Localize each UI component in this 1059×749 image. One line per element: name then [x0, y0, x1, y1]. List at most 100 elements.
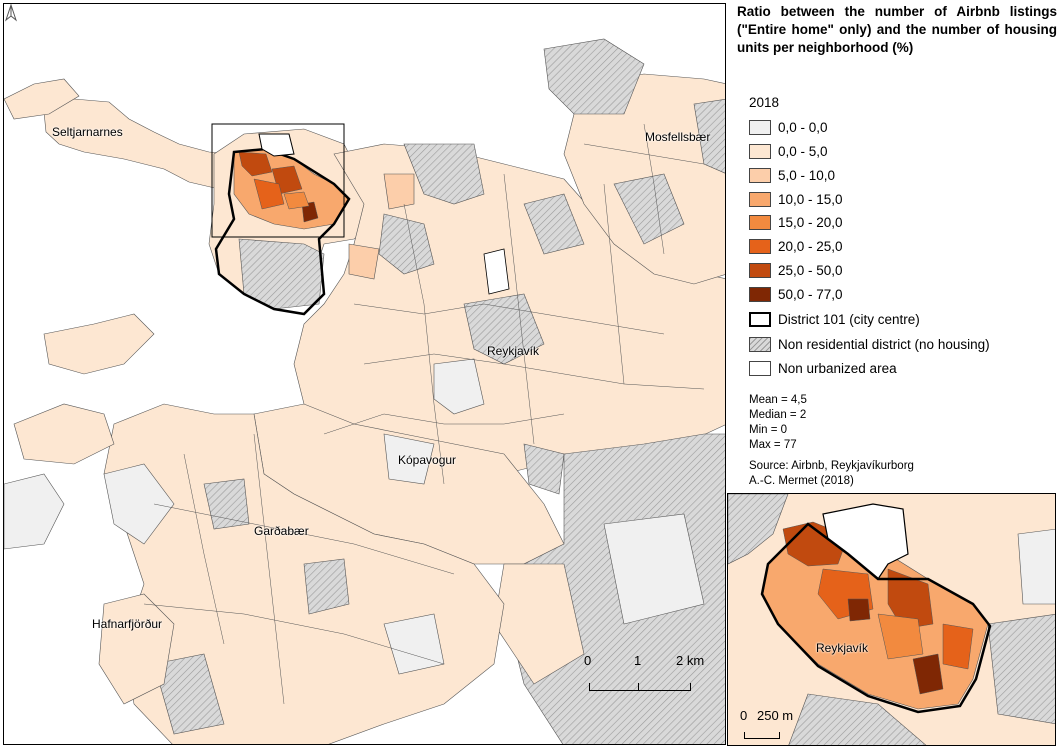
legend-class-label: 5,0 - 10,0	[778, 167, 836, 183]
legend-swatch-hatch	[749, 336, 771, 352]
zero-se-1	[603, 513, 705, 625]
nonres-ne-4	[693, 98, 725, 174]
scale-tick-1: 1	[634, 653, 642, 668]
inset-hot-3	[912, 653, 944, 695]
scale-tick-0: 0	[584, 653, 592, 668]
district-101-outline	[214, 147, 351, 316]
source-line-1: Source: Airbnb, Reykjavíkurborg	[749, 460, 914, 472]
legend-class-3: 10,0 - 15,0	[749, 190, 843, 208]
legend-class-4: 15,0 - 20,0	[749, 213, 843, 231]
legend-class-label: 15,0 - 20,0	[778, 214, 843, 230]
inset-locator-box	[211, 123, 345, 238]
zero-central-1	[433, 358, 485, 415]
inset-mid-2	[877, 613, 924, 660]
zero-kopavogur-1	[383, 433, 435, 485]
land-seltjarnarnes-tip	[4, 78, 80, 120]
legend-swatch-nonurban	[749, 360, 771, 376]
harbour	[258, 133, 295, 157]
legend-swatch-0	[749, 119, 771, 135]
inset-canvas	[728, 494, 1055, 745]
legend-class-6: 25,0 - 50,0	[749, 261, 843, 279]
legend-class-label: 10,0 - 15,0	[778, 191, 843, 207]
scale-bar: 0 1 2 km	[581, 653, 721, 693]
land-headland-2	[13, 403, 115, 465]
legend-nonurban: Non urbanized area	[749, 359, 897, 377]
legend-nonres-label: Non residential district (no housing)	[778, 336, 990, 352]
land-headland-1	[43, 313, 155, 375]
inset-scale-bar: 0 250 m	[736, 708, 816, 742]
legend-class-label: 0,0 - 5,0	[778, 143, 828, 159]
stat-max: Max = 77	[749, 439, 797, 451]
zero-sw-1	[103, 463, 175, 545]
legend-swatch-6	[749, 262, 771, 278]
inset-map[interactable]: Reykjavík 0 250 m	[727, 493, 1056, 746]
legend-class-label: 0,0 - 0,0	[778, 119, 828, 135]
label-mosfellsbaer: Mosfellsbær	[645, 130, 711, 144]
district-101-hot3	[301, 201, 319, 223]
nonres-central-1	[403, 143, 485, 205]
mid-central-1	[383, 173, 415, 210]
stat-mean: Mean = 4,5	[749, 394, 807, 406]
scale-mid-tick	[638, 683, 639, 690]
legend-swatch-7	[749, 286, 771, 302]
legend-class-1: 0,0 - 5,0	[749, 142, 828, 160]
inset-scale-tick-1: 250 m	[757, 708, 794, 723]
map-canvas	[4, 38, 725, 744]
district-101-mid	[253, 178, 285, 210]
label-kopavogur: Kópavogur	[398, 453, 457, 467]
legend-nonurban-label: Non urbanized area	[778, 360, 897, 376]
nonres-sw-2	[303, 558, 350, 615]
nonres-ne-3	[523, 193, 585, 255]
district-101-mid2	[283, 191, 310, 210]
inset-mid-4	[942, 623, 974, 670]
source-line-2: A.-C. Mermet (2018)	[749, 475, 854, 487]
legend-class-2: 5,0 - 10,0	[749, 166, 835, 184]
legend-class-0: 0,0 - 0,0	[749, 118, 828, 136]
legend-class-label: 25,0 - 50,0	[778, 262, 843, 278]
legend-swatch-3	[749, 191, 771, 207]
legend-class-7: 50,0 - 77,0	[749, 285, 843, 303]
stat-min: Min = 0	[749, 424, 788, 436]
legend-swatch-1	[749, 143, 771, 159]
label-hafnarfjordur: Hafnarfjörður	[92, 617, 163, 631]
inset-district-outline	[760, 522, 992, 714]
legend-district-101: District 101 (city centre)	[749, 310, 920, 328]
inset-nonres-top-left	[728, 494, 789, 565]
scale-tick-2: 2 km	[676, 653, 705, 668]
lake-ne	[483, 248, 510, 295]
inset-nonres-right	[987, 613, 1055, 724]
legend-class-label: 50,0 - 77,0	[778, 286, 843, 302]
legend-swatch-district	[749, 311, 771, 327]
district-101-hot1	[238, 151, 273, 177]
nonres-sw-3	[153, 653, 225, 735]
stats-block: Mean = 4,5 Median = 2 Min = 0 Max = 77	[749, 393, 807, 453]
source-block: Source: Airbnb, Reykjavíkurborg A.-C. Me…	[749, 459, 914, 489]
nonres-ne-1	[543, 38, 645, 115]
main-map[interactable]: Seltjarnarnes Mosfellsbær Reykjavík Kópa…	[3, 3, 726, 745]
inset-scale-line	[744, 732, 780, 739]
legend-swatch-4	[749, 214, 771, 230]
land-headland-3	[4, 473, 65, 550]
legend-nonres: Non residential district (no housing)	[749, 335, 990, 353]
label-seltjarnarnes: Seltjarnarnes	[52, 125, 123, 139]
nonres-ne-2	[613, 173, 685, 245]
legend-district-label: District 101 (city centre)	[778, 311, 920, 327]
inset-nonres-bottom	[788, 693, 927, 745]
mid-central-2	[348, 243, 380, 280]
legend-title: Ratio between the number of Airbnb listi…	[737, 4, 1057, 55]
legend-swatch-5	[749, 238, 771, 254]
neighborhood-boundaries	[143, 123, 705, 705]
legend-class-label: 20,0 - 25,0	[778, 238, 843, 254]
nonres-kopavogur-1	[523, 443, 565, 495]
scale-line	[589, 683, 691, 691]
inset-zero-right	[1017, 528, 1055, 605]
north-arrow-icon	[4, 4, 18, 22]
inset-mid-3	[847, 598, 871, 622]
legend-year: 2018	[749, 95, 780, 110]
label-gardabaer: Garðabær	[254, 524, 309, 538]
legend-class-5: 20,0 - 25,0	[749, 237, 843, 255]
legend-swatch-2	[749, 167, 771, 183]
land-hafnarfjordur	[98, 593, 175, 705]
label-reykjavik: Reykjavík	[487, 344, 540, 358]
inset-scale-tick-0: 0	[740, 708, 748, 723]
